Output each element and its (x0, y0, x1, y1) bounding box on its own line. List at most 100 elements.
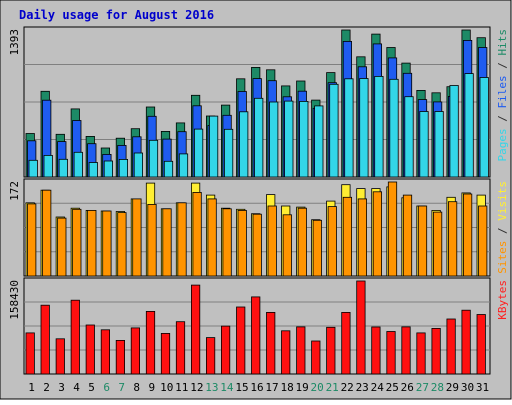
bar-sites-day-8 (132, 198, 142, 277)
bar-sites-day-7 (117, 212, 127, 277)
bar-pages-day-2 (43, 154, 53, 178)
bar-pages-day-13 (208, 115, 219, 178)
bar-kbytes-day-5 (85, 324, 95, 375)
bar-pages-day-28 (434, 111, 444, 178)
bar-pages-day-4 (73, 151, 83, 178)
bar-pages-day-9 (148, 139, 159, 178)
x-tick-labels: 1 2 3 4 5 6 7 8 9 10 11 12 13 14 15 16 17 18 19 20 21 22 23 24 2… (28, 381, 489, 394)
panel-bottom: 158430 KBytes (8, 277, 509, 375)
bar-kbytes-day-1 (25, 332, 35, 375)
bar-kbytes-day-23 (356, 280, 366, 375)
bar-pages-day-17 (269, 101, 279, 178)
bar-pages-day-21 (329, 83, 339, 178)
bar-sites-day-20 (312, 219, 322, 277)
bar-kbytes-day-7 (115, 339, 125, 375)
bar-kbytes-day-10 (160, 332, 171, 375)
x-tick-label-day-11: 11 (175, 381, 188, 394)
bar-kbytes-day-17 (266, 311, 276, 375)
bar-pages-day-26 (404, 96, 414, 178)
x-tick-label-day-27: 27 (416, 381, 429, 394)
x-tick-label-day-8: 8 (133, 381, 140, 394)
bar-sites-day-2 (42, 189, 52, 277)
bar-kbytes-day-27 (416, 332, 426, 375)
bar-sites-day-14 (222, 208, 232, 277)
bar-kbytes-day-26 (401, 326, 411, 375)
x-tick-label-day-7: 7 (118, 381, 125, 394)
bar-sites-day-16 (252, 213, 262, 277)
panel-top-legend: Pages / Files / Hits (496, 29, 509, 162)
bar-sites-day-1 (27, 203, 37, 277)
bar-kbytes-day-25 (386, 331, 396, 375)
bar-pages-day-7 (118, 158, 128, 178)
x-tick-label-day-18: 18 (280, 381, 293, 394)
bar-pages-day-6 (103, 160, 113, 178)
x-tick-label-day-9: 9 (148, 381, 155, 394)
bar-pages-day-12 (193, 128, 204, 178)
legend-middle-part-1: / (496, 221, 509, 241)
bar-sites-day-22 (342, 196, 353, 277)
x-tick-label-day-28: 28 (431, 381, 444, 394)
bar-kbytes-day-22 (341, 311, 351, 375)
bar-pages-day-20 (314, 105, 324, 178)
bar-pages-day-11 (178, 153, 189, 178)
bar-sites-day-21 (327, 206, 337, 277)
x-tick-label-day-21: 21 (326, 381, 339, 394)
x-tick-label-day-12: 12 (190, 381, 203, 394)
bar-kbytes-day-28 (431, 327, 441, 375)
bar-kbytes-day-30 (461, 309, 471, 375)
chart-panels: 1393 Pages / Files / Hits 172 Sites / Visit… (8, 26, 509, 375)
bar-pages-day-5 (88, 162, 98, 178)
panel-middle: 172 Sites / Visits (8, 178, 509, 277)
x-tick-label-day-17: 17 (265, 381, 278, 394)
bar-sites-day-28 (432, 211, 443, 277)
bar-kbytes-day-14 (220, 325, 231, 375)
bar-sites-day-5 (87, 209, 97, 277)
x-tick-label-day-15: 15 (235, 381, 248, 394)
bar-kbytes-day-31 (476, 314, 486, 375)
panel-middle-legend: Sites / Visits (496, 181, 509, 274)
bar-pages-day-27 (419, 111, 429, 178)
x-tick-label-day-29: 29 (446, 381, 459, 394)
bar-sites-day-4 (72, 208, 82, 277)
bar-kbytes-day-21 (326, 326, 336, 375)
x-tick-label-day-24: 24 (371, 381, 385, 394)
x-tick-label-day-4: 4 (73, 381, 80, 394)
bar-sites-day-29 (447, 201, 458, 277)
x-tick-label-day-25: 25 (386, 381, 399, 394)
legend-middle-part-2: Visits (496, 181, 509, 221)
bar-sites-day-25 (387, 181, 398, 277)
bar-kbytes-day-19 (296, 326, 306, 375)
bar-sites-day-30 (462, 193, 473, 277)
x-tick-label-day-3: 3 (58, 381, 65, 394)
x-tick-label-day-6: 6 (103, 381, 110, 394)
x-tick-label-day-14: 14 (220, 381, 234, 394)
bar-pages-day-1 (28, 159, 38, 178)
legend-middle-part-0: Sites (496, 241, 509, 274)
bar-pages-day-31 (479, 77, 489, 178)
bar-pages-day-16 (254, 97, 264, 178)
bar-sites-day-23 (357, 198, 368, 277)
legend-top-part-3: / (496, 56, 509, 76)
legend-top-part-4: Hits (496, 29, 509, 56)
bar-pages-day-18 (284, 100, 294, 178)
bar-pages-day-23 (359, 78, 369, 178)
bar-sites-day-12 (192, 191, 202, 277)
bar-pages-day-22 (344, 78, 354, 178)
bar-kbytes-day-8 (130, 327, 140, 375)
bar-sites-day-6 (102, 210, 112, 277)
bar-kbytes-day-24 (371, 326, 381, 375)
x-tick-label-day-10: 10 (160, 381, 173, 394)
bar-kbytes-day-15 (236, 306, 246, 375)
panel-top: 1393 Pages / Files / Hits (8, 26, 509, 178)
bar-pages-day-25 (389, 78, 399, 178)
bar-kbytes-day-6 (100, 329, 110, 375)
x-tick-label-day-19: 19 (295, 381, 308, 394)
x-tick-label-day-26: 26 (401, 381, 414, 394)
bar-sites-day-24 (372, 191, 383, 277)
bar-kbytes-day-13 (205, 337, 216, 375)
x-tick-label-day-23: 23 (356, 381, 369, 394)
bar-pages-day-15 (239, 111, 249, 178)
bar-kbytes-day-20 (311, 340, 321, 375)
bar-pages-day-8 (133, 152, 143, 178)
